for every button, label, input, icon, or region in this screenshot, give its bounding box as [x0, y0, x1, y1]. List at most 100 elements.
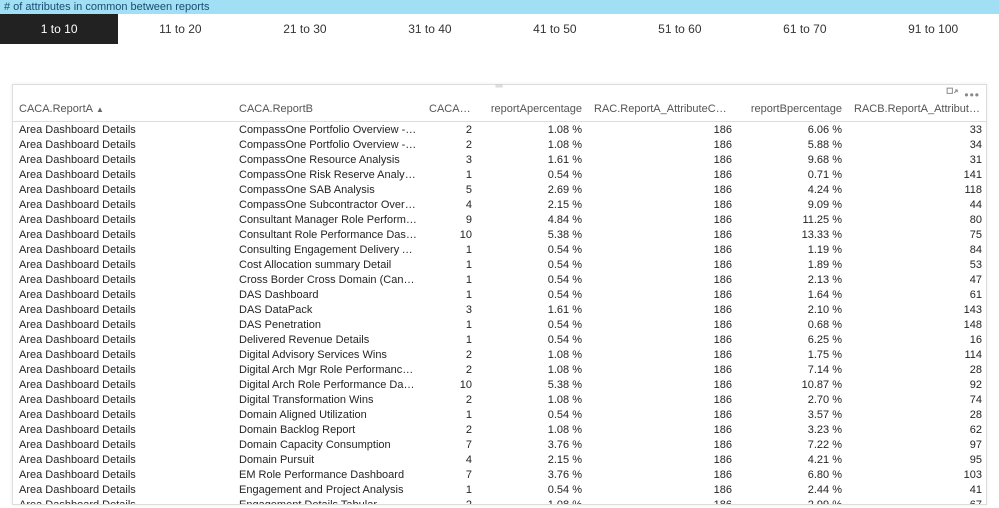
- resize-grip[interactable]: ═: [495, 81, 503, 92]
- table-cell: 186: [588, 497, 738, 504]
- table-cell: 4.21 %: [738, 452, 848, 467]
- column-header[interactable]: CACA.DC: [423, 99, 478, 122]
- table-cell: 103: [848, 467, 986, 482]
- table-cell: Area Dashboard Details: [13, 182, 233, 197]
- table-cell: 186: [588, 122, 738, 138]
- slicer-tab[interactable]: 51 to 60: [617, 14, 742, 44]
- table-row[interactable]: Area Dashboard DetailsCompassOne Resourc…: [13, 152, 986, 167]
- table-cell: Area Dashboard Details: [13, 332, 233, 347]
- table-row[interactable]: Area Dashboard DetailsDigital Advisory S…: [13, 347, 986, 362]
- table-row[interactable]: Area Dashboard DetailsDigital Transforma…: [13, 392, 986, 407]
- slicer-tab[interactable]: 21 to 30: [242, 14, 367, 44]
- table-cell: DAS Dashboard: [233, 287, 423, 302]
- table-cell: Area Dashboard Details: [13, 122, 233, 138]
- slicer-tab[interactable]: 11 to 20: [118, 14, 242, 44]
- table-cell: Area Dashboard Details: [13, 167, 233, 182]
- table-cell: Area Dashboard Details: [13, 467, 233, 482]
- table-cell: Area Dashboard Details: [13, 302, 233, 317]
- table-cell: 186: [588, 152, 738, 167]
- table-cell: 9: [423, 212, 478, 227]
- column-header[interactable]: RAC.ReportA_AttributeCount: [588, 99, 738, 122]
- table-cell: 118: [848, 182, 986, 197]
- table-row[interactable]: Area Dashboard DetailsCompassOne Subcont…: [13, 197, 986, 212]
- table-cell: 11.25 %: [738, 212, 848, 227]
- table-cell: 16: [848, 332, 986, 347]
- table-cell: Area Dashboard Details: [13, 227, 233, 242]
- table-cell: 1.08 %: [478, 347, 588, 362]
- table-cell: CompassOne Resource Analysis: [233, 152, 423, 167]
- table-row[interactable]: Area Dashboard DetailsDelivered Revenue …: [13, 332, 986, 347]
- slicer-tab[interactable]: 91 to 100: [867, 14, 999, 44]
- table-cell: 3: [423, 302, 478, 317]
- table-row[interactable]: Area Dashboard DetailsCompassOne Portfol…: [13, 122, 986, 138]
- table-cell: 141: [848, 167, 986, 182]
- table-row[interactable]: Area Dashboard DetailsEM Role Performanc…: [13, 467, 986, 482]
- table-row[interactable]: Area Dashboard DetailsEngagement Details…: [13, 497, 986, 504]
- sort-asc-icon: ▲: [96, 105, 104, 114]
- table-cell: 5.38 %: [478, 227, 588, 242]
- table-row[interactable]: Area Dashboard DetailsEngagement and Pro…: [13, 482, 986, 497]
- table-cell: DAS Penetration: [233, 317, 423, 332]
- spacer: [0, 44, 999, 84]
- slicer-tab[interactable]: 31 to 40: [367, 14, 492, 44]
- column-header[interactable]: CACA.ReportA▲: [13, 99, 233, 122]
- table-cell: 4: [423, 197, 478, 212]
- table-row[interactable]: Area Dashboard DetailsCompassOne SAB Ana…: [13, 182, 986, 197]
- table-cell: 1: [423, 242, 478, 257]
- table-cell: 1.08 %: [478, 392, 588, 407]
- table-cell: 186: [588, 467, 738, 482]
- table-cell: 186: [588, 242, 738, 257]
- slicer-tab[interactable]: 1 to 10: [0, 14, 118, 44]
- table-cell: 84: [848, 242, 986, 257]
- table-cell: 2.13 %: [738, 272, 848, 287]
- table-row[interactable]: Area Dashboard DetailsDomain Aligned Uti…: [13, 407, 986, 422]
- table-cell: Area Dashboard Details: [13, 482, 233, 497]
- column-header[interactable]: RACB.ReportA_AttributeCount: [848, 99, 986, 122]
- table-row[interactable]: Area Dashboard DetailsCross Border Cross…: [13, 272, 986, 287]
- table-row[interactable]: Area Dashboard DetailsDomain Capacity Co…: [13, 437, 986, 452]
- table-cell: 74: [848, 392, 986, 407]
- table-cell: 1.61 %: [478, 152, 588, 167]
- table-row[interactable]: Area Dashboard DetailsDAS Dashboard10.54…: [13, 287, 986, 302]
- table-row[interactable]: Area Dashboard DetailsDAS DataPack31.61 …: [13, 302, 986, 317]
- table-row[interactable]: Area Dashboard DetailsCompassOne Risk Re…: [13, 167, 986, 182]
- table-cell: Digital Transformation Wins: [233, 392, 423, 407]
- table-row[interactable]: Area Dashboard DetailsConsultant Role Pe…: [13, 227, 986, 242]
- table-cell: 1.08 %: [478, 122, 588, 138]
- table-row[interactable]: Area Dashboard DetailsConsulting Engagem…: [13, 242, 986, 257]
- table-cell: Area Dashboard Details: [13, 422, 233, 437]
- data-table: CACA.ReportA▲CACA.ReportBCACA.DCreportAp…: [13, 99, 986, 504]
- table-cell: 0.54 %: [478, 482, 588, 497]
- slicer-tab[interactable]: 41 to 50: [492, 14, 617, 44]
- table-cell: 3.76 %: [478, 467, 588, 482]
- table-cell: Digital Arch Mgr Role Performance Das...: [233, 362, 423, 377]
- table-cell: CompassOne Subcontractor Overview: [233, 197, 423, 212]
- table-row[interactable]: Area Dashboard DetailsDomain Pursuit42.1…: [13, 452, 986, 467]
- column-header[interactable]: reportApercentage: [478, 99, 588, 122]
- table-row[interactable]: Area Dashboard DetailsConsultant Manager…: [13, 212, 986, 227]
- column-header[interactable]: CACA.ReportB: [233, 99, 423, 122]
- table-cell: 186: [588, 482, 738, 497]
- table-cell: Consultant Role Performance Dashboard: [233, 227, 423, 242]
- table-row[interactable]: Area Dashboard DetailsDigital Arch Mgr R…: [13, 362, 986, 377]
- table-cell: 186: [588, 422, 738, 437]
- table-row[interactable]: Area Dashboard DetailsCost Allocation su…: [13, 257, 986, 272]
- table-row[interactable]: Area Dashboard DetailsDigital Arch Role …: [13, 377, 986, 392]
- table-scroll[interactable]: CACA.ReportA▲CACA.ReportBCACA.DCreportAp…: [13, 99, 986, 504]
- table-cell: 53: [848, 257, 986, 272]
- table-cell: 148: [848, 317, 986, 332]
- table-cell: CompassOne SAB Analysis: [233, 182, 423, 197]
- table-cell: Area Dashboard Details: [13, 497, 233, 504]
- table-row[interactable]: Area Dashboard DetailsDomain Backlog Rep…: [13, 422, 986, 437]
- table-cell: 186: [588, 377, 738, 392]
- slicer-tab[interactable]: 61 to 70: [742, 14, 867, 44]
- table-cell: Engagement Details Tabular: [233, 497, 423, 504]
- table-cell: 33: [848, 122, 986, 138]
- table-cell: 143: [848, 302, 986, 317]
- table-cell: 62: [848, 422, 986, 437]
- table-row[interactable]: Area Dashboard DetailsCompassOne Portfol…: [13, 137, 986, 152]
- table-cell: 186: [588, 452, 738, 467]
- table-cell: 1.08 %: [478, 497, 588, 504]
- column-header[interactable]: reportBpercentage: [738, 99, 848, 122]
- table-row[interactable]: Area Dashboard DetailsDAS Penetration10.…: [13, 317, 986, 332]
